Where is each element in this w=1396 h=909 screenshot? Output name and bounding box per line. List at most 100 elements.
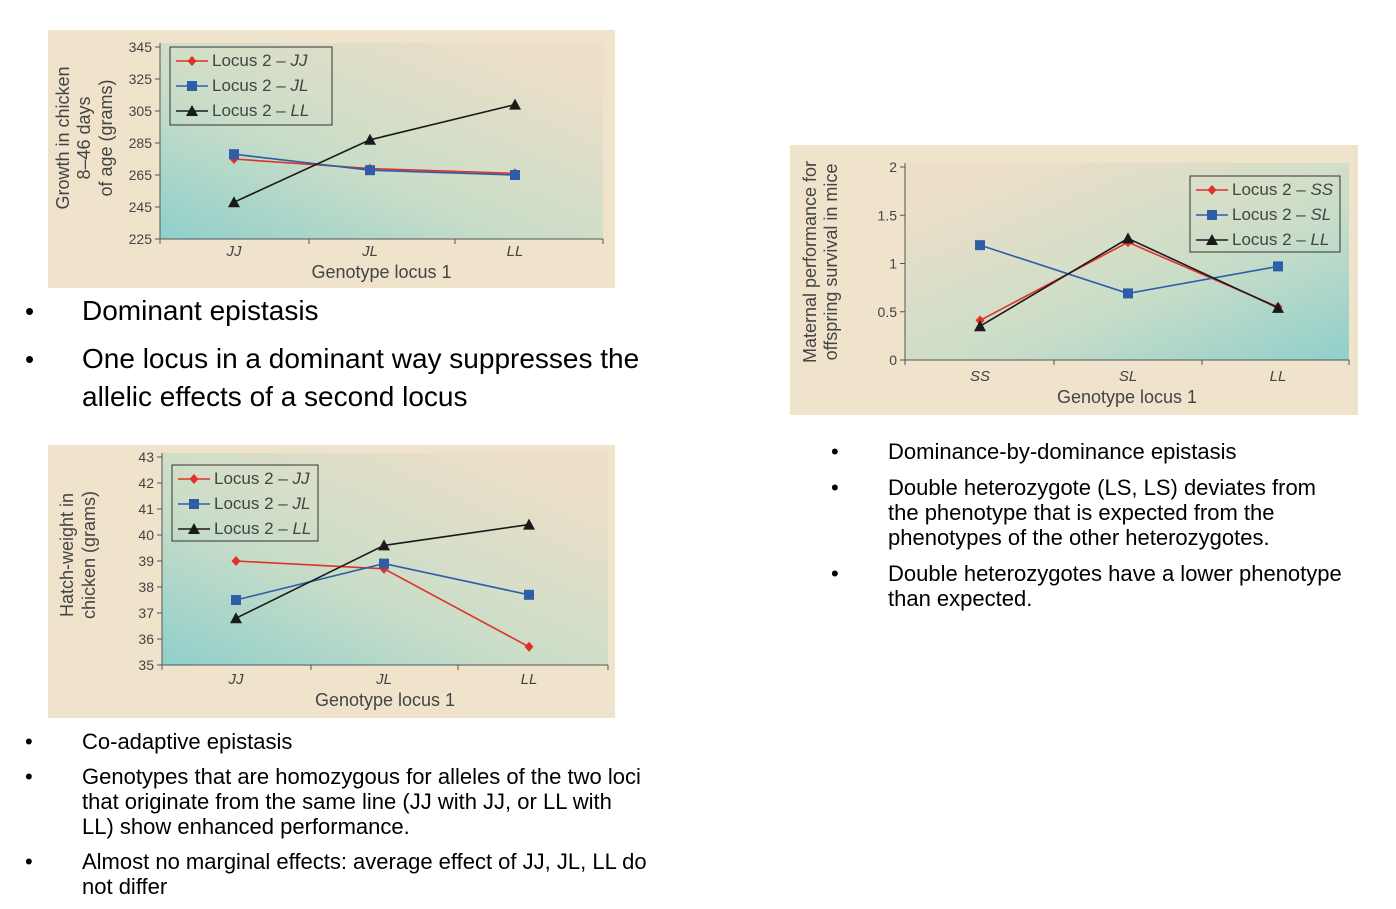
bullet-symbol: •: [831, 439, 839, 464]
data-point: [1123, 288, 1133, 299]
chart-hatch-weight-panel: 35 36 37 38 39 40 41 42 43 JJ JL LL Genotype locus 1…: [48, 445, 615, 718]
bullet-text: Dominance-by-dominance epistasis: [888, 439, 1237, 464]
y-tick-label: 36: [138, 631, 154, 647]
y-tick-label: 305: [129, 103, 153, 119]
chart-maternal-performance: 0 0.5 1 1.5 2 SS SL LL Genotype locus 1 Maternal …: [790, 145, 1358, 415]
bullets-dominant-epistasis: • Dominant epistasis • One locus in a domi…: [25, 292, 662, 426]
bullet-item: • Genotypes that are homozygous for allel…: [25, 764, 647, 839]
y-tick-label: 1: [889, 256, 897, 272]
data-point: [510, 170, 520, 180]
plot-area: [160, 43, 603, 239]
x-tick-label: JJ: [226, 243, 243, 260]
legend-label: Locus 2 – SS: [1232, 180, 1334, 199]
bullet-item: • Dominance-by-dominance epistasis: [831, 439, 1348, 464]
y-tick-label: 325: [129, 71, 153, 87]
legend-marker: [186, 105, 198, 116]
data-point: [231, 595, 241, 605]
legend-marker: [187, 56, 197, 66]
data-point: [975, 240, 985, 251]
bullet-symbol: •: [831, 475, 839, 500]
data-point: [1122, 232, 1134, 244]
data-point: [1272, 301, 1284, 313]
legend-label: Locus 2 – JL: [212, 76, 308, 95]
bullet-item: • Almost no marginal effects: average eff…: [25, 849, 647, 899]
y-tick-label: 39: [138, 553, 154, 569]
bullet-symbol: •: [25, 764, 33, 789]
bullet-symbol: •: [25, 729, 33, 754]
legend-label: Locus 2 – LL: [214, 519, 311, 538]
data-point: [230, 612, 242, 624]
legend-marker: [1207, 185, 1217, 195]
y-axis-label: of age (grams): [96, 79, 116, 196]
legend-label: Locus 2 – LL: [212, 101, 309, 120]
y-tick-label: 0.5: [878, 304, 898, 320]
data-point: [524, 641, 534, 652]
y-tick-label: 42: [138, 475, 154, 491]
legend-label: Locus 2 – JJ: [214, 469, 310, 488]
y-axis-label: chicken (grams): [79, 491, 99, 619]
bullet-item: • Double heterozygotes have a lower pheno…: [831, 561, 1348, 611]
y-tick-label: 0: [889, 352, 897, 368]
y-tick-label: 245: [129, 199, 153, 215]
data-point: [1273, 261, 1283, 272]
x-tick-label: SS: [970, 368, 990, 385]
y-tick-label: 285: [129, 135, 153, 151]
legend-marker: [188, 523, 200, 534]
legend-marker: [189, 474, 199, 484]
y-axis-label: Hatch-weight in: [57, 493, 77, 617]
x-tick-label: JJ: [228, 671, 245, 688]
series-jj: [231, 556, 534, 652]
legend-box: [1189, 175, 1341, 253]
x-tick-label: LL: [1270, 368, 1287, 385]
bullet-item: • One locus in a dominant way suppresses …: [25, 340, 662, 416]
y-tick-label: 1.5: [878, 207, 898, 223]
y-axis-label: 8–46 days: [74, 96, 94, 179]
series-ll: [974, 232, 1284, 332]
data-point: [364, 133, 376, 145]
bullet-symbol: •: [25, 849, 33, 874]
y-tick-label: 345: [129, 39, 153, 55]
bullet-text: Double heterozygote (LS, LS) deviates fr…: [888, 475, 1317, 550]
bullet-text: Dominant epistasis: [82, 295, 319, 326]
bullet-symbol: •: [831, 561, 839, 586]
x-tick-label: LL: [521, 671, 538, 688]
legend-box: [171, 464, 319, 542]
series-jl: [229, 149, 520, 180]
y-axis-label: offspring survival in mice: [821, 164, 841, 361]
y-tick-label: 40: [138, 527, 154, 543]
legend: Locus 2 – JJ Locus 2 – JL Locus 2 – LL: [171, 464, 319, 542]
x-tick-label: SL: [1119, 368, 1137, 385]
x-tick-label: JL: [375, 671, 392, 688]
data-point: [509, 98, 521, 110]
bullets-dominance-by-dominance: • Dominance-by-dominance epistasis • Doubl…: [831, 439, 1348, 622]
x-axis-label: Genotype locus 1: [1057, 387, 1197, 407]
data-point: [523, 518, 535, 530]
bullet-text: One locus in a dominant way suppresses t…: [82, 343, 640, 412]
chart-maternal-panel: 0 0.5 1 1.5 2 SS SL LL Genotype locus 1 Maternal …: [790, 145, 1358, 415]
data-point: [524, 589, 534, 600]
y-axis-label: Maternal performance for: [800, 161, 820, 363]
y-tick-label: 265: [129, 167, 153, 183]
legend: Locus 2 – JJ Locus 2 – JL Locus 2 – LL: [169, 46, 333, 126]
legend-marker: [1206, 234, 1218, 245]
data-point: [228, 196, 240, 208]
bullet-symbol: •: [25, 344, 35, 374]
legend-label: Locus 2 – JL: [214, 494, 310, 513]
y-tick-label: 225: [129, 231, 153, 247]
y-tick-label: 35: [138, 657, 154, 673]
chart-growth: 225 245 265 285 305 325 345 JJ JL LL Genotype locu…: [48, 30, 615, 288]
legend-label: Locus 2 – LL: [1232, 230, 1329, 249]
data-point: [231, 556, 241, 566]
data-point: [379, 563, 389, 574]
series-jl: [231, 558, 534, 605]
y-tick-label: 43: [138, 449, 154, 465]
chart-hatch-weight: 35 36 37 38 39 40 41 42 43 JJ JL LL Genotype locus 1…: [48, 445, 615, 718]
legend-label: Locus 2 – JJ: [212, 51, 308, 70]
y-tick-label: 38: [138, 579, 154, 595]
bullet-text: Double heterozygotes have a lower phenot…: [888, 561, 1342, 611]
x-axis-label: Genotype locus 1: [311, 262, 451, 282]
y-tick-label: 2: [889, 159, 897, 175]
legend-marker: [1207, 210, 1217, 220]
y-tick-label: 37: [138, 605, 154, 621]
data-point: [974, 320, 986, 332]
